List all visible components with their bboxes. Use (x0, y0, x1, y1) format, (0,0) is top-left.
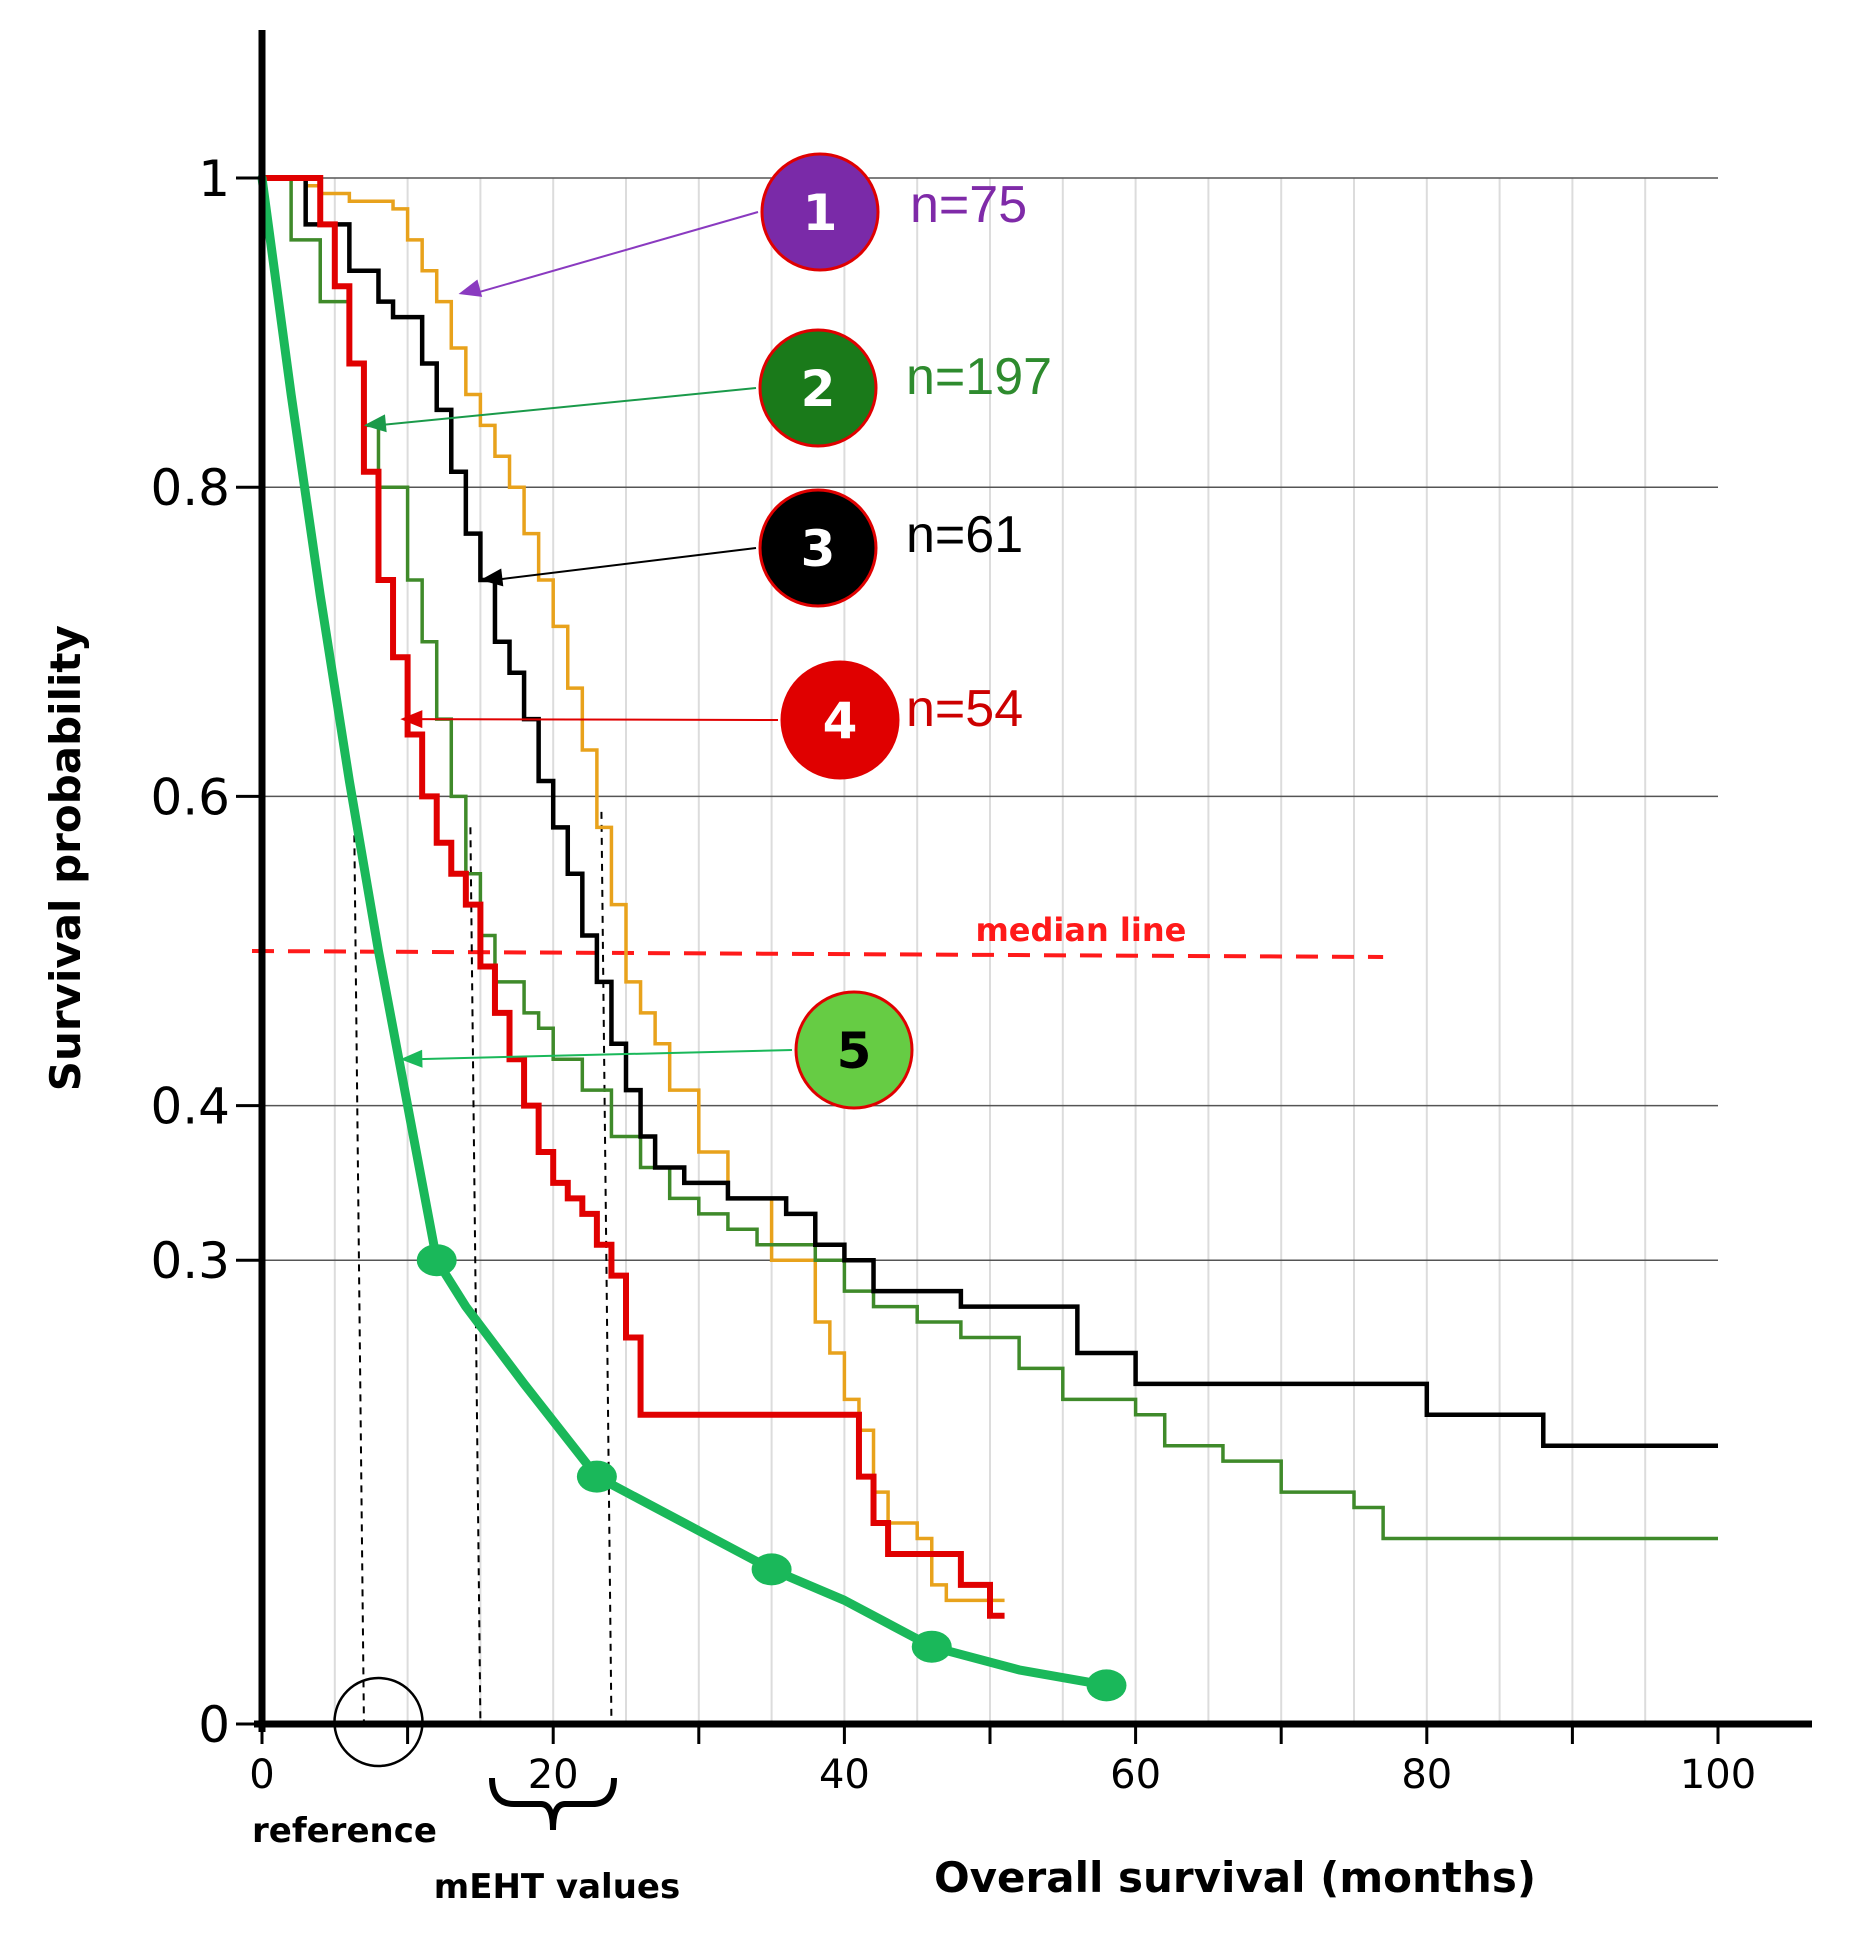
group-badge-2 (758, 328, 878, 448)
tick-labels: 0 20 40 60 80 100 0 0.3 0.4 0.6 0.8 1 (150, 150, 1756, 1798)
group-badge-number-1: 1 (803, 184, 838, 242)
group-badge-1 (760, 152, 880, 272)
median-dropdown-line (469, 827, 482, 1723)
group-badge-number-3: 3 (801, 520, 836, 578)
group-n-label-4: n=54 (906, 680, 1023, 738)
y-tick-label: 0.6 (150, 768, 230, 826)
survival-curve-1 (262, 176, 1005, 1603)
median-line-group: median line (251, 911, 1384, 959)
reference-label: reference (252, 1811, 437, 1851)
group-badge-3 (758, 488, 878, 608)
curve-5-marker (416, 1244, 457, 1277)
axes (236, 30, 1812, 1744)
callout-arrow-3 (494, 547, 757, 581)
curve-5-marker (911, 1630, 952, 1663)
median-dropdown-lines (352, 796, 613, 1723)
callout-arrowhead-1 (458, 279, 483, 297)
callout-arrow-4 (414, 718, 779, 721)
group-callouts: 1 n=75 2 n=197 3 n=61 4 n=54 5 (363, 152, 1052, 1110)
callout-arrow-1 (472, 211, 759, 295)
y-tick-label: 0 (198, 1696, 230, 1754)
group-badge-4 (780, 660, 900, 780)
y-tick-label: 1 (198, 150, 230, 208)
x-tick-label: 40 (819, 1752, 870, 1798)
group-badge-number-5: 5 (837, 1022, 872, 1080)
callout-arrow-2 (377, 387, 757, 427)
group-n-label-1: n=75 (910, 176, 1027, 234)
meht-values-label: mEHT values (434, 1867, 680, 1907)
median-dropdown-line (600, 811, 613, 1723)
y-tick-label: 0.3 (150, 1232, 230, 1290)
meht-brace (489, 1777, 617, 1831)
x-tick-label: 60 (1110, 1752, 1161, 1798)
curve-5-marker (751, 1553, 792, 1586)
curve-5-marker (1086, 1669, 1127, 1702)
x-axis-title: Overall survival (months) (934, 1853, 1536, 1902)
group-n-label-3: n=61 (906, 506, 1023, 564)
callout-arrow-5 (414, 1049, 793, 1061)
callout-arrowhead-5 (400, 1049, 423, 1068)
x-tick-label: 20 (528, 1752, 579, 1798)
survival-curve-2 (262, 176, 1718, 1541)
y-tick-label: 0.4 (150, 1078, 230, 1136)
callout-arrowhead-3 (480, 568, 504, 587)
x-tick-label: 80 (1401, 1752, 1452, 1798)
curve-5-marker (576, 1460, 617, 1493)
group-badge-number-2: 2 (801, 360, 836, 418)
survival-curve-4 (262, 175, 1005, 1619)
median-line (251, 949, 1384, 959)
median-dropdown-line (352, 796, 365, 1723)
x-tick-label: 100 (1680, 1752, 1756, 1798)
group-n-label-2: n=197 (906, 348, 1052, 406)
survival-curves (257, 173, 1718, 1702)
survival-curve-5 (257, 173, 1111, 1690)
x-tick-label: 0 (249, 1752, 274, 1798)
survival-curve-3 (262, 175, 1718, 1448)
reference-circle (333, 1676, 424, 1768)
y-tick-label: 0.8 (150, 459, 230, 517)
group-badge-5 (794, 990, 914, 1110)
group-badge-number-4: 4 (823, 692, 858, 750)
callout-arrowhead-4 (400, 710, 423, 729)
y-axis-title: Survival probability (41, 625, 90, 1091)
median-line-label: median line (975, 911, 1186, 949)
callout-arrowhead-2 (363, 414, 387, 433)
